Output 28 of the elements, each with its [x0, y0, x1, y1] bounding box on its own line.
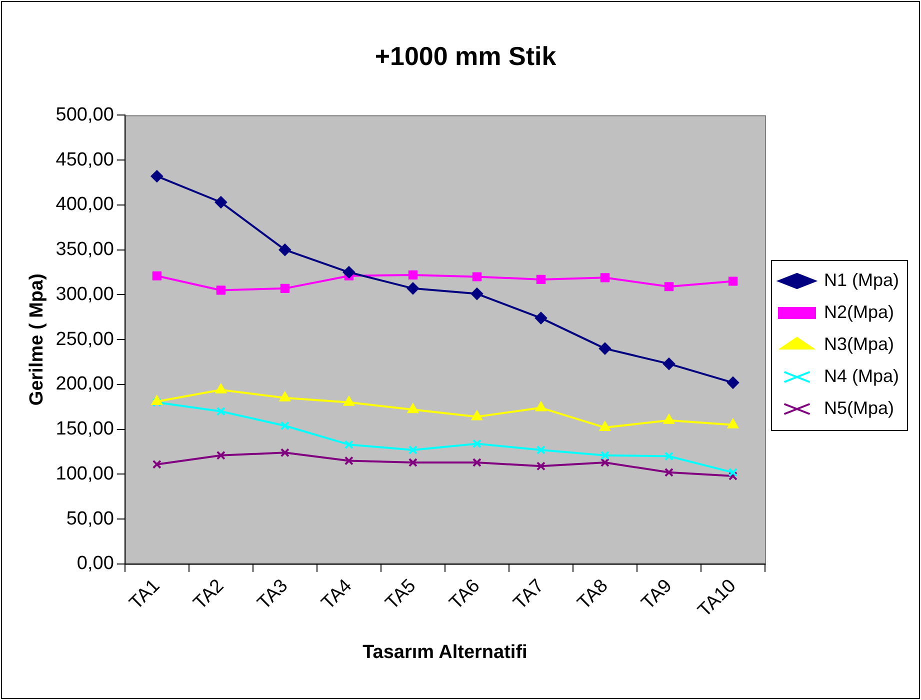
- x-tick-label: TA7: [510, 575, 548, 614]
- y-tick-label: 150,00: [56, 418, 114, 440]
- y-tick-label: 250,00: [56, 328, 114, 350]
- legend-label: N1 (Mpa): [824, 270, 899, 290]
- legend-label: N4 (Mpa): [824, 366, 899, 386]
- x-tick-label: TA2: [190, 575, 228, 614]
- y-tick-label: 350,00: [56, 239, 114, 260]
- x-tick-label: TA9: [638, 575, 676, 614]
- legend-label: N2(Mpa): [824, 302, 894, 322]
- y-tick-label: 0,00: [76, 553, 114, 574]
- y-tick-label: 500,00: [56, 104, 114, 126]
- y-tick-label: 50,00: [66, 508, 114, 530]
- chart-title: +1000 mm Stik: [374, 40, 557, 71]
- x-tick-label: TA3: [254, 575, 292, 614]
- x-tick-label: TA5: [382, 575, 420, 614]
- x-tick-label: TA1: [126, 575, 164, 614]
- y-tick-label: 400,00: [56, 194, 114, 216]
- y-tick-label: 300,00: [56, 284, 114, 305]
- y-axis-title: Gerilme ( Mpa): [26, 274, 48, 406]
- legend-label: N5(Mpa): [824, 398, 894, 418]
- y-tick-label: 450,00: [56, 149, 114, 170]
- x-tick-label: TA6: [446, 575, 484, 614]
- x-tick-label: TA8: [574, 575, 612, 614]
- legend-label: N3(Mpa): [824, 334, 894, 354]
- y-tick-label: 200,00: [56, 374, 114, 395]
- x-tick-label: TA4: [318, 575, 356, 614]
- x-axis-title: Tasarım Alternatifi: [362, 642, 528, 663]
- y-tick-label: 100,00: [56, 463, 114, 484]
